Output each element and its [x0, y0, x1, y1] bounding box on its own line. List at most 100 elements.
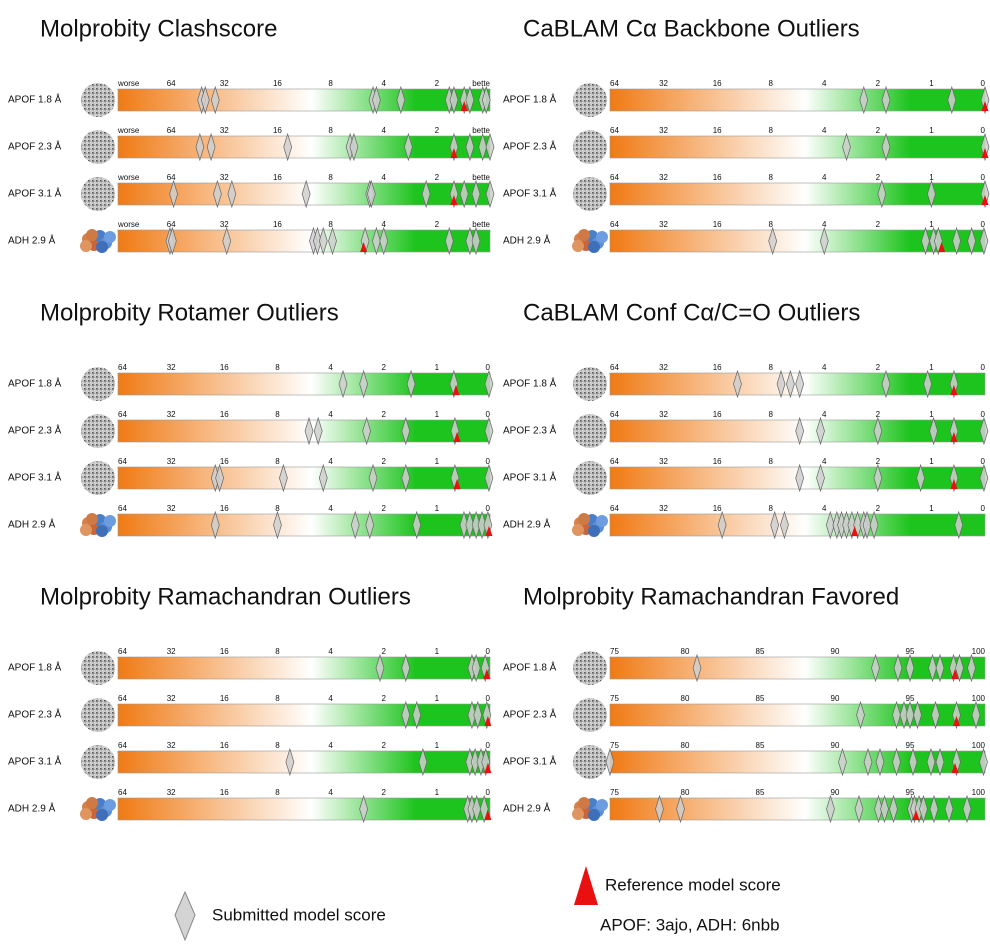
tick-label: 16	[713, 126, 722, 135]
map-icon	[81, 130, 115, 164]
tick-label: 0	[486, 788, 491, 797]
panel-title: CaBLAM Conf Cα/C=O Outliers	[523, 299, 860, 326]
map-icon	[588, 241, 600, 253]
tick-label: 32	[167, 647, 176, 656]
tick-label: 80	[681, 788, 690, 797]
tick-label: 16	[273, 126, 282, 135]
tick-label: 32	[167, 788, 176, 797]
score-row: APOF 1.8 Å64321684210	[8, 363, 493, 401]
score-bar	[610, 704, 985, 726]
row-label: APOF 2.3 Å	[503, 140, 557, 153]
tick-label: 75	[610, 741, 619, 750]
tick-label: bette	[472, 79, 490, 88]
tick-label: 80	[681, 647, 690, 656]
tick-label: 100	[972, 694, 986, 703]
tick-label: 2	[435, 173, 440, 182]
tick-label: 90	[831, 788, 840, 797]
tick-label: 64	[118, 410, 127, 419]
tick-label: 16	[713, 79, 722, 88]
tick-label: 32	[167, 694, 176, 703]
row-label: APOF 3.1 Å	[8, 187, 62, 200]
score-row: APOF 1.8 Å64321684210	[8, 647, 491, 685]
score-row: APOF 2.3 Å7580859095100	[503, 694, 986, 732]
tick-label: 8	[768, 457, 773, 466]
score-row: APOF 2.3 Å64321684210	[8, 410, 493, 448]
row-label: APOF 2.3 Å	[503, 424, 557, 437]
tick-label: 64	[610, 79, 619, 88]
map-icon	[573, 651, 607, 685]
map-icon	[596, 515, 608, 527]
tick-label: 8	[275, 694, 280, 703]
panel-title: Molprobity Ramachandran Outliers	[40, 583, 411, 610]
tick-label: 85	[756, 741, 765, 750]
tick-label: 8	[275, 741, 280, 750]
tick-label: 95	[906, 788, 915, 797]
map-icon	[573, 367, 607, 401]
tick-label: 4	[328, 410, 333, 419]
tick-label: 2	[876, 173, 881, 182]
map-icon	[96, 809, 108, 821]
score-bar	[118, 798, 490, 820]
map-icon	[81, 83, 115, 117]
map-icon	[96, 241, 108, 253]
row-label: ADH 2.9 Å	[503, 518, 551, 531]
tick-label: 4	[822, 173, 827, 182]
map-icon	[81, 177, 115, 211]
tick-label: 75	[610, 694, 619, 703]
tick-label: 80	[681, 741, 690, 750]
panel: Molprobity Ramachandran FavoredAPOF 1.8 …	[503, 583, 988, 822]
row-label: APOF 2.3 Å	[8, 708, 62, 721]
tick-label: 0	[981, 220, 986, 229]
row-label: ADH 2.9 Å	[8, 234, 56, 247]
map-icon	[573, 698, 607, 732]
score-row: APOF 3.1 Å7580859095100	[503, 741, 988, 779]
tick-label: 4	[822, 126, 827, 135]
tick-label: 16	[220, 694, 229, 703]
tick-label: 64	[118, 647, 127, 656]
tick-label: 1	[929, 79, 934, 88]
tick-label: 16	[220, 741, 229, 750]
tick-label: 0	[486, 741, 491, 750]
tick-label: 32	[659, 79, 668, 88]
map-icon	[573, 461, 607, 495]
panel-title: Molprobity Ramachandran Favored	[523, 583, 899, 610]
tick-label: 2	[381, 788, 386, 797]
tick-label: 32	[659, 363, 668, 372]
legend-diamond	[175, 892, 195, 940]
tick-label: 32	[167, 504, 176, 513]
row-label: APOF 3.1 Å	[8, 755, 62, 768]
tick-label: 1	[929, 457, 934, 466]
tick-label: 0	[981, 504, 986, 513]
tick-label: 4	[328, 457, 333, 466]
tick-label: 64	[118, 363, 127, 372]
tick-label: 2	[381, 363, 386, 372]
tick-label: 64	[118, 504, 127, 513]
tick-label: 2	[435, 126, 440, 135]
tick-label: bette	[472, 220, 490, 229]
legend-note: APOF: 3ajo, ADH: 6nbb	[600, 915, 780, 934]
tick-label: 85	[756, 694, 765, 703]
map-icon	[104, 231, 116, 243]
tick-label: 8	[275, 410, 280, 419]
map-icon	[572, 524, 584, 536]
tick-label: 32	[659, 220, 668, 229]
tick-label: 16	[713, 173, 722, 182]
tick-label: 4	[822, 363, 827, 372]
tick-label: 8	[275, 788, 280, 797]
tick-label: 1	[435, 741, 440, 750]
tick-label: 90	[831, 694, 840, 703]
tick-label: 32	[659, 173, 668, 182]
tick-label: 2	[381, 647, 386, 656]
tick-label: worse	[117, 173, 140, 182]
tick-label: 64	[118, 457, 127, 466]
tick-label: 1	[435, 647, 440, 656]
score-bar	[610, 798, 985, 820]
tick-label: 8	[768, 79, 773, 88]
map-icon	[80, 524, 92, 536]
tick-label: 1	[929, 363, 934, 372]
map-icon	[588, 809, 600, 821]
